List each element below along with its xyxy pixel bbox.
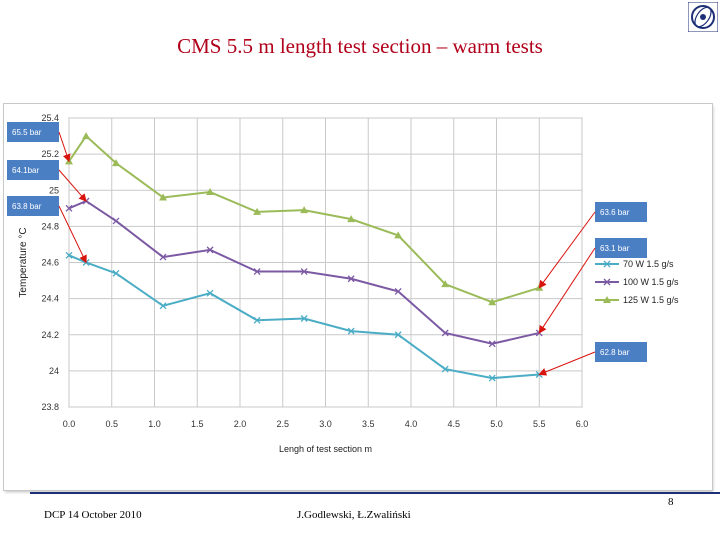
- data-point: [300, 206, 309, 214]
- footer-divider: [30, 492, 720, 494]
- pressure-callout: [7, 160, 59, 180]
- callout-arrow: [538, 247, 596, 334]
- x-tick-label: 2.5: [276, 419, 289, 429]
- y-tick-label: 25.4: [41, 113, 59, 123]
- data-point: [441, 280, 450, 288]
- series-line: [68, 254, 540, 380]
- cern-logo-icon: [688, 2, 718, 32]
- callout-arrow: [58, 205, 87, 264]
- x-axis-label: Lengh of test section m: [279, 444, 372, 454]
- data-point: [112, 159, 121, 167]
- pressure-callout: [595, 238, 647, 258]
- x-tick-label: 4.0: [405, 419, 418, 429]
- y-tick-label: 23.8: [41, 402, 59, 412]
- data-point: [159, 302, 167, 310]
- data-point: [394, 231, 403, 239]
- legend-marker: [603, 278, 611, 286]
- pressure-callout: [595, 202, 647, 222]
- callout-arrow: [58, 169, 87, 202]
- y-tick-label: 24.8: [41, 221, 59, 231]
- x-tick-label: 0.0: [63, 419, 76, 429]
- legend-marker: [603, 260, 611, 268]
- chart-frame: 0.0 0.5 1.0 1.5 2.0 2.5 3.0 3.5 4.0 4.5 5.0 5.5 6.0 2…: [4, 104, 712, 490]
- x-tick-label: 6.0: [576, 419, 589, 429]
- data-point: [347, 215, 356, 223]
- data-point: [206, 246, 214, 254]
- legend-label: 70 W 1.5 g/s: [623, 259, 674, 269]
- data-point: [206, 289, 214, 297]
- x-tick-label: 5.0: [490, 419, 503, 429]
- x-tick-label: 2.0: [234, 419, 247, 429]
- data-point: [488, 298, 497, 306]
- data-point: [82, 132, 91, 140]
- x-tick-label: 3.0: [319, 419, 332, 429]
- x-tick-label: 0.5: [105, 419, 118, 429]
- y-tick-label: 24.4: [41, 294, 59, 304]
- y-tick-label: 24.2: [41, 330, 59, 340]
- y-axis-label: Temperature °C: [18, 227, 29, 297]
- pressure-callout-label: 63.1 bar: [600, 244, 630, 253]
- callout-arrow: [538, 211, 596, 289]
- callout-arrow: [538, 351, 596, 376]
- data-point: [206, 188, 215, 196]
- x-tick-label: 1.5: [191, 419, 204, 429]
- legend-label: 125 W 1.5 g/s: [623, 295, 679, 305]
- y-tick-label: 25: [49, 185, 59, 195]
- pressure-callout: [7, 196, 59, 216]
- pressure-callout: [595, 342, 647, 362]
- y-tick-label: 24.6: [41, 258, 59, 268]
- data-point: [253, 316, 261, 324]
- legend-label: 100 W 1.5 g/s: [623, 277, 679, 287]
- data-point: [347, 327, 355, 335]
- footer-authors: J.Godlewski, Ł.Zwaliński: [297, 509, 411, 521]
- data-point: [394, 287, 402, 295]
- data-point: [253, 207, 262, 215]
- series-line: [68, 134, 540, 304]
- x-tick-label: 3.5: [362, 419, 375, 429]
- legend-marker: [603, 296, 611, 303]
- x-tick-label: 1.0: [148, 419, 161, 429]
- x-tick-label: 5.5: [533, 419, 546, 429]
- data-point: [394, 331, 402, 339]
- data-point: [441, 329, 449, 337]
- data-point: [488, 340, 496, 348]
- data-point: [488, 374, 496, 382]
- y-tick-label: 24: [49, 366, 59, 376]
- data-point: [112, 269, 120, 277]
- pressure-callout: [7, 122, 59, 142]
- pressure-callout-label: 62.8 bar: [600, 348, 630, 357]
- data-point: [159, 193, 168, 201]
- pressure-callout-label: 65.5 bar: [12, 128, 42, 137]
- footer-date: DCP 14 October 2010: [44, 509, 142, 521]
- y-tick-label: 25.2: [41, 149, 59, 159]
- temperature-chart: 0.0 0.5 1.0 1.5 2.0 2.5 3.0 3.5 4.0 4.5 5.0 5.5 6.0 2…: [7, 113, 679, 454]
- data-point: [65, 204, 73, 212]
- data-point: [300, 268, 308, 275]
- callout-arrow: [58, 131, 71, 163]
- data-point: [159, 253, 167, 261]
- x-tick-label: 4.5: [447, 419, 460, 429]
- data-point: [300, 315, 308, 322]
- page-number: 8: [668, 496, 674, 508]
- data-point: [253, 268, 261, 275]
- pressure-callout-label: 64.1bar: [12, 166, 39, 175]
- slide-title: CMS 5.5 m length test section – warm tes…: [177, 34, 543, 58]
- data-point: [347, 275, 355, 283]
- data-point: [441, 365, 449, 373]
- series-line: [68, 199, 540, 345]
- pressure-callout-label: 63.8 bar: [12, 202, 42, 211]
- pressure-callout-label: 63.6 bar: [600, 208, 630, 217]
- data-point: [65, 251, 73, 259]
- data-point: [112, 217, 120, 225]
